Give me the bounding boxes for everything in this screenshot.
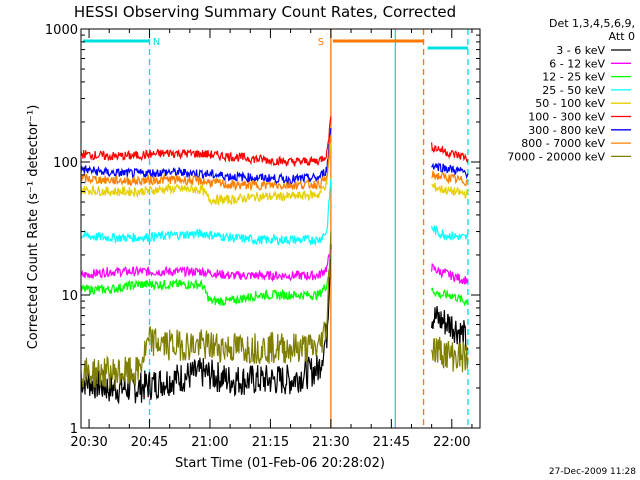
series-line-6-seg-0	[80, 127, 332, 186]
x-axis-label: Start Time (01-Feb-06 20:28:02)	[175, 456, 385, 471]
series-line-0-seg-1	[431, 305, 469, 351]
y-tick-label: 100	[53, 156, 78, 171]
series-line-4-seg-1	[431, 182, 469, 200]
legend-label-0: 3 - 6 keV	[556, 44, 605, 57]
x-tick-label: 21:45	[373, 435, 410, 450]
series-line-5-seg-0	[80, 116, 332, 167]
x-tick-label: 22:00	[433, 435, 470, 450]
y-tick-label: 1000	[45, 23, 78, 38]
x-tick-label: 20:30	[70, 435, 107, 450]
series-line-5-seg-1	[431, 142, 469, 164]
x-tick-label: 21:00	[191, 435, 228, 450]
x-tick-label: 21:15	[252, 435, 289, 450]
marker-label-0: N	[153, 37, 160, 48]
y-axis-label: Corrected Count Rate (s⁻¹ detector⁻¹)	[26, 105, 41, 350]
series-line-2-seg-0	[80, 254, 332, 307]
chart-title: HESSI Observing Summary Count Rates, Cor…	[74, 3, 456, 21]
x-tick-label: 20:45	[131, 435, 168, 450]
series-line-4-seg-0	[80, 142, 332, 207]
series-line-7-seg-0	[80, 134, 332, 192]
legend-label-7: 800 - 7000 keV	[521, 137, 605, 150]
legend-label-8: 7000 - 20000 keV	[507, 150, 605, 163]
axes: 1 10 100 1000 20:30 20:45 21:00 21:15 21:30 21:45…	[45, 23, 481, 450]
legend-header-line-2: Att 0	[609, 30, 635, 43]
series-line-6-seg-1	[431, 161, 469, 180]
y-tick-label: 1	[70, 422, 78, 437]
marker-label-1: S	[318, 37, 324, 48]
series-line-3-seg-0	[80, 178, 332, 247]
legend-label-5: 100 - 300 keV	[528, 111, 605, 124]
legend-header-line-1: Det 1,3,4,5,6,9,	[549, 17, 635, 30]
series-line-7-seg-1	[431, 170, 469, 187]
y-tick-label: 10	[61, 289, 78, 304]
footer-timestamp: 27-Dec-2009 11:28	[549, 467, 636, 477]
legend-label-4: 50 - 100 keV	[535, 97, 605, 110]
legend-label-1: 6 - 12 keV	[549, 57, 605, 70]
series-line-1-seg-1	[431, 262, 469, 285]
series-line-8-seg-0	[80, 231, 332, 389]
legend-label-6: 300 - 800 keV	[528, 124, 605, 137]
x-tick-label: 21:30	[312, 435, 349, 450]
legend-label-3: 25 - 50 keV	[542, 84, 605, 97]
series-line-1-seg-0	[80, 249, 332, 282]
series-line-3-seg-1	[431, 224, 469, 242]
series-line-8-seg-1	[431, 336, 469, 373]
legend-label-2: 12 - 25 keV	[542, 71, 605, 84]
series-line-0-seg-0	[80, 244, 332, 405]
plot-frame	[80, 28, 481, 429]
series-line-2-seg-1	[431, 287, 469, 307]
